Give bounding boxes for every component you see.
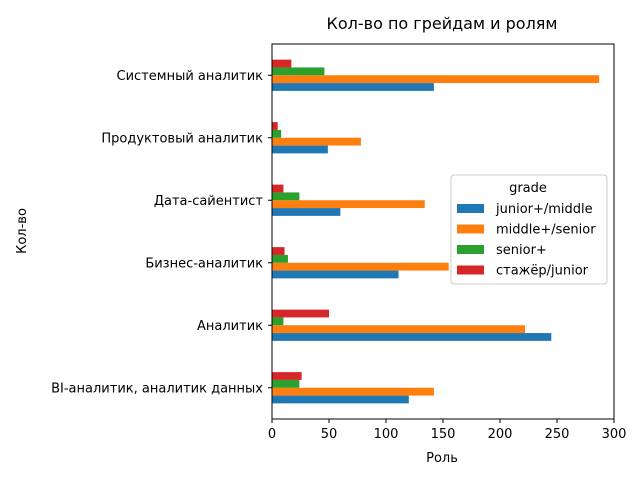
bar-1-3 — [272, 379, 300, 388]
legend-swatch — [457, 245, 484, 254]
x-tick-label: 100 — [374, 427, 399, 442]
y-tick-label: BI-аналитик, аналитик данных — [51, 381, 263, 396]
axes-group: BI-аналитик, аналитик данных Аналитик Бизн… — [51, 43, 627, 442]
bar-4-1 — [272, 208, 341, 216]
x-tick-label: 50 — [321, 427, 338, 442]
legend-entry: senior+ — [496, 243, 547, 258]
legend-title: grade — [509, 181, 547, 196]
bar-1-2 — [272, 387, 434, 396]
bar-4-4 — [272, 184, 284, 193]
x-tick-label: 200 — [488, 427, 513, 442]
bar-3-2 — [272, 262, 449, 271]
bar-5-2 — [272, 137, 361, 146]
bar-6-2 — [272, 75, 600, 84]
bar-6-4 — [272, 59, 292, 68]
x-tick-label: 0 — [268, 427, 276, 442]
legend-swatch — [457, 265, 484, 275]
legend: grade junior+/middle middle+/senior senior+… — [450, 174, 608, 285]
x-tick-label: 150 — [431, 427, 456, 442]
bar-2-4 — [272, 309, 329, 318]
legend-swatch — [457, 204, 484, 213]
legend-entry: middle+/senior — [496, 223, 596, 238]
bar-3-4 — [272, 247, 285, 255]
y-tick-label: Системный аналитик — [117, 69, 264, 84]
y-tick-label: Продуктовый аналитик — [101, 131, 263, 146]
legend-entry: junior+/middle — [495, 202, 593, 217]
bar-5-3 — [272, 129, 282, 138]
bars-group — [272, 59, 600, 404]
legend-swatch — [457, 224, 484, 234]
bar-2-3 — [272, 317, 284, 326]
bar-3-3 — [272, 254, 288, 263]
bar-4-3 — [272, 192, 300, 201]
bar-1-1 — [272, 395, 409, 404]
bar-1-4 — [272, 372, 302, 380]
legend-box — [450, 174, 608, 285]
bar-6-1 — [272, 83, 434, 91]
y-axis-label: Кол-во — [15, 208, 30, 254]
x-axis-label: Роль — [426, 451, 458, 466]
bar-5-4 — [272, 122, 278, 130]
y-tick-label: Аналитик — [197, 319, 263, 334]
x-tick-label: 300 — [602, 427, 627, 442]
x-tick-label: 250 — [545, 427, 570, 442]
legend-entry: стажёр/junior — [496, 264, 589, 279]
bar-5-1 — [272, 145, 328, 154]
bar-6-3 — [272, 67, 325, 76]
y-tick-label: Бизнес-аналитик — [145, 256, 263, 271]
bar-2-1 — [272, 333, 552, 341]
y-tick-label: Дата-сайентист — [154, 194, 264, 209]
bar-2-2 — [272, 325, 526, 334]
bar-3-1 — [272, 270, 399, 279]
bar-4-2 — [272, 200, 425, 209]
chart-title: Кол-во по грейдам и ролям — [327, 14, 558, 33]
